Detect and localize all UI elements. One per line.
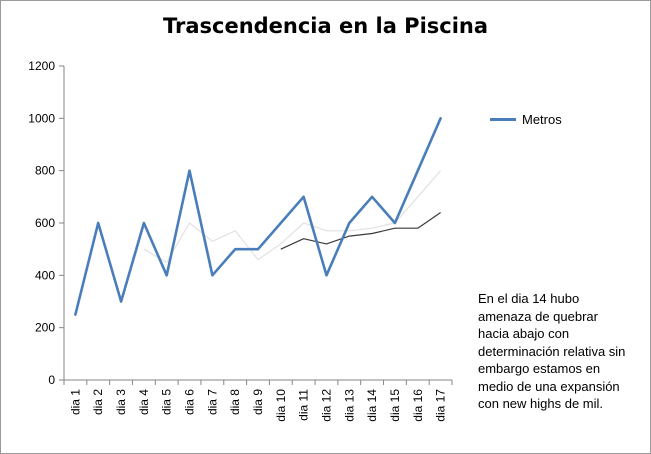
y-tick-label: 0	[48, 373, 55, 387]
x-tick-label: dia 17	[434, 389, 448, 422]
chart-title: Trascendencia en la Piscina	[162, 14, 489, 38]
x-tick-label: dia 11	[297, 389, 311, 421]
x-tick-label: dia 5	[160, 389, 174, 415]
annotation-text: En el dia 14 hubo amenaza de quebrar hac…	[478, 291, 626, 411]
x-tick-label: dia 12	[319, 389, 333, 422]
y-tick-label: 400	[35, 268, 55, 282]
x-tick-label: dia 10	[274, 389, 288, 422]
y-tick-label: 600	[35, 216, 55, 230]
legend-label-metros: Metros	[522, 111, 562, 127]
y-tick-label: 200	[35, 321, 55, 335]
legend-swatch-metros	[490, 117, 516, 121]
y-tick-label: 1000	[28, 111, 55, 125]
x-tick-label: dia 16	[411, 389, 425, 422]
x-tick-label: dia 14	[365, 389, 379, 422]
x-tick-label: dia 1	[68, 389, 82, 415]
x-tick-label: dia 3	[114, 389, 128, 415]
auxiliary-line-1	[143, 170, 442, 263]
x-tick-label: dia 8	[228, 389, 242, 415]
x-axis-ticks: dia 1 dia 2 dia 3 dia 4 dia 5 dia 6 dia 7 dia 8…	[63, 380, 453, 422]
y-tick-label: 800	[35, 164, 55, 178]
x-tick-label: dia 13	[342, 389, 356, 422]
x-tick-label: dia 2	[91, 389, 105, 415]
series-line-metros	[74, 117, 442, 316]
x-tick-label: dia 7	[205, 389, 219, 415]
y-axis-ticks: 0 200 400 600 800 1000 1200	[28, 59, 64, 387]
y-tick-label: 1200	[28, 59, 55, 73]
x-tick-label: dia 9	[251, 389, 265, 415]
series-lines	[74, 117, 442, 316]
auxiliary-line-2	[280, 212, 441, 250]
x-tick-label: dia 15	[388, 389, 402, 422]
x-tick-label: dia 4	[137, 389, 151, 415]
x-tick-label: dia 6	[183, 389, 197, 415]
legend: Metros	[490, 110, 562, 128]
